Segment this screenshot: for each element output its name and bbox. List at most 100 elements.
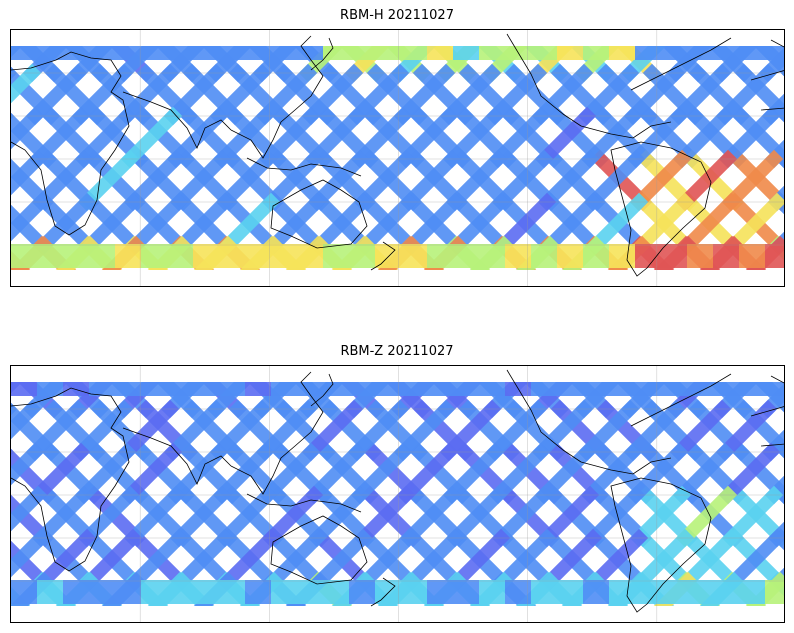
orbit-swath-band <box>297 382 323 396</box>
orbit-swath-segment <box>11 442 45 486</box>
orbit-swath-band <box>245 382 271 396</box>
orbit-swath-band <box>609 46 635 60</box>
orbit-swath-band <box>635 46 661 60</box>
orbit-swath-segment <box>580 442 643 505</box>
orbit-swath-band <box>219 580 245 604</box>
orbit-swath-band <box>609 580 635 604</box>
orbit-swath-band <box>63 580 89 604</box>
orbit-swath-segment <box>347 63 410 126</box>
orbit-swath-segment <box>534 442 597 505</box>
orbit-swath-segment <box>540 192 603 255</box>
panel-top-title: RBM-H 20211027 <box>340 8 454 23</box>
orbit-swath-band <box>713 382 739 396</box>
orbit-swath-segment <box>491 149 554 212</box>
orbit-swath-segment <box>209 399 272 462</box>
orbit-swath-segment <box>117 399 180 462</box>
orbit-swath-segment <box>774 149 784 169</box>
orbit-swath-band <box>323 46 349 60</box>
orbit-swath-band <box>739 580 765 604</box>
orbit-swath-band <box>453 46 479 60</box>
orbit-swath-band <box>609 382 635 396</box>
orbit-swath-segment <box>166 442 229 505</box>
orbit-swath-band <box>245 244 271 268</box>
orbit-swath-segment <box>758 47 784 83</box>
orbit-swath-segment <box>623 399 686 462</box>
orbit-swath-band <box>765 46 784 60</box>
coastline <box>630 373 732 427</box>
coastline <box>580 121 672 139</box>
orbit-swath-band <box>401 382 427 396</box>
orbit-swath-segment <box>264 528 327 591</box>
orbit-swath-band <box>375 244 401 268</box>
orbit-swath-segment <box>396 442 459 505</box>
coastline <box>230 35 324 159</box>
orbit-swath-segment <box>218 192 281 255</box>
orbit-swath-segment <box>31 485 94 548</box>
orbit-swath-segment <box>356 192 419 255</box>
graticule <box>11 30 784 286</box>
orbit-swath-band <box>661 46 687 60</box>
orbit-swath-segment <box>774 485 784 505</box>
orbit-swath-segment <box>169 485 232 548</box>
coastline <box>11 51 130 236</box>
orbit-swath-segment <box>71 63 134 126</box>
orbit-swath-segment <box>586 528 649 591</box>
orbit-swath-band <box>427 580 453 604</box>
orbit-swath-band <box>713 46 739 60</box>
orbit-swath-band <box>141 580 167 604</box>
orbit-swath-segment <box>264 192 327 255</box>
orbit-swath-band <box>765 580 784 604</box>
orbit-swath-segment <box>393 63 456 126</box>
orbit-swath-band <box>37 46 63 60</box>
orbit-swath-band <box>609 244 635 268</box>
orbit-swath-segment <box>34 192 97 255</box>
orbit-swath-segment <box>304 106 367 169</box>
coastline <box>11 387 130 572</box>
orbit-swath-band <box>193 244 219 268</box>
orbit-swath-segment <box>583 149 646 212</box>
orbit-swath-segment <box>166 106 229 169</box>
orbit-swath-band <box>375 580 401 604</box>
orbit-swath-band <box>739 382 765 396</box>
orbit-swath-segment <box>448 192 511 255</box>
orbit-swath-band <box>557 46 583 60</box>
orbit-swath-segment <box>402 192 465 255</box>
orbit-swath-segment <box>715 63 778 126</box>
orbit-swath-band <box>323 382 349 396</box>
orbit-swath-band <box>115 244 141 268</box>
orbit-swath-segment <box>632 192 695 255</box>
orbit-swath-segment <box>163 63 226 126</box>
orbit-swath-band <box>323 580 349 604</box>
orbit-swath-band <box>661 382 687 396</box>
orbit-swath-segment <box>764 475 784 505</box>
orbit-swath-band <box>583 244 609 268</box>
orbit-swath-segment <box>163 399 226 462</box>
orbit-swath-band <box>557 244 583 268</box>
orbit-swath-segment <box>764 139 784 169</box>
orbit-swath-band <box>11 580 37 604</box>
orbit-swath-segment <box>623 63 686 126</box>
orbit-swath-segment <box>28 442 91 505</box>
map-panel-rbm-h <box>10 29 785 287</box>
orbit-swath-band <box>297 46 323 60</box>
orbit-swath-band <box>349 382 375 396</box>
orbit-swath-band <box>453 580 479 604</box>
orbit-swath-band <box>141 46 167 60</box>
orbit-swath-segment <box>629 485 692 548</box>
orbit-swath-segment <box>672 106 735 169</box>
orbit-swath-band <box>687 382 713 396</box>
orbit-swath-band <box>115 580 141 604</box>
orbit-swath-band <box>427 244 453 268</box>
orbit-swath-band <box>661 580 687 604</box>
coastline <box>506 33 582 127</box>
orbit-swath-segment <box>80 192 143 255</box>
coastline <box>246 157 362 177</box>
orbit-swath-segment <box>126 528 189 591</box>
orbit-swath-band <box>479 244 505 268</box>
orbit-swath-segment <box>537 149 600 212</box>
orbit-swath-band <box>375 46 401 60</box>
orbit-swath-band <box>63 46 89 60</box>
orbit-swath-band <box>479 382 505 396</box>
orbit-swath-segment <box>74 442 137 505</box>
orbit-swath-band <box>115 382 141 396</box>
